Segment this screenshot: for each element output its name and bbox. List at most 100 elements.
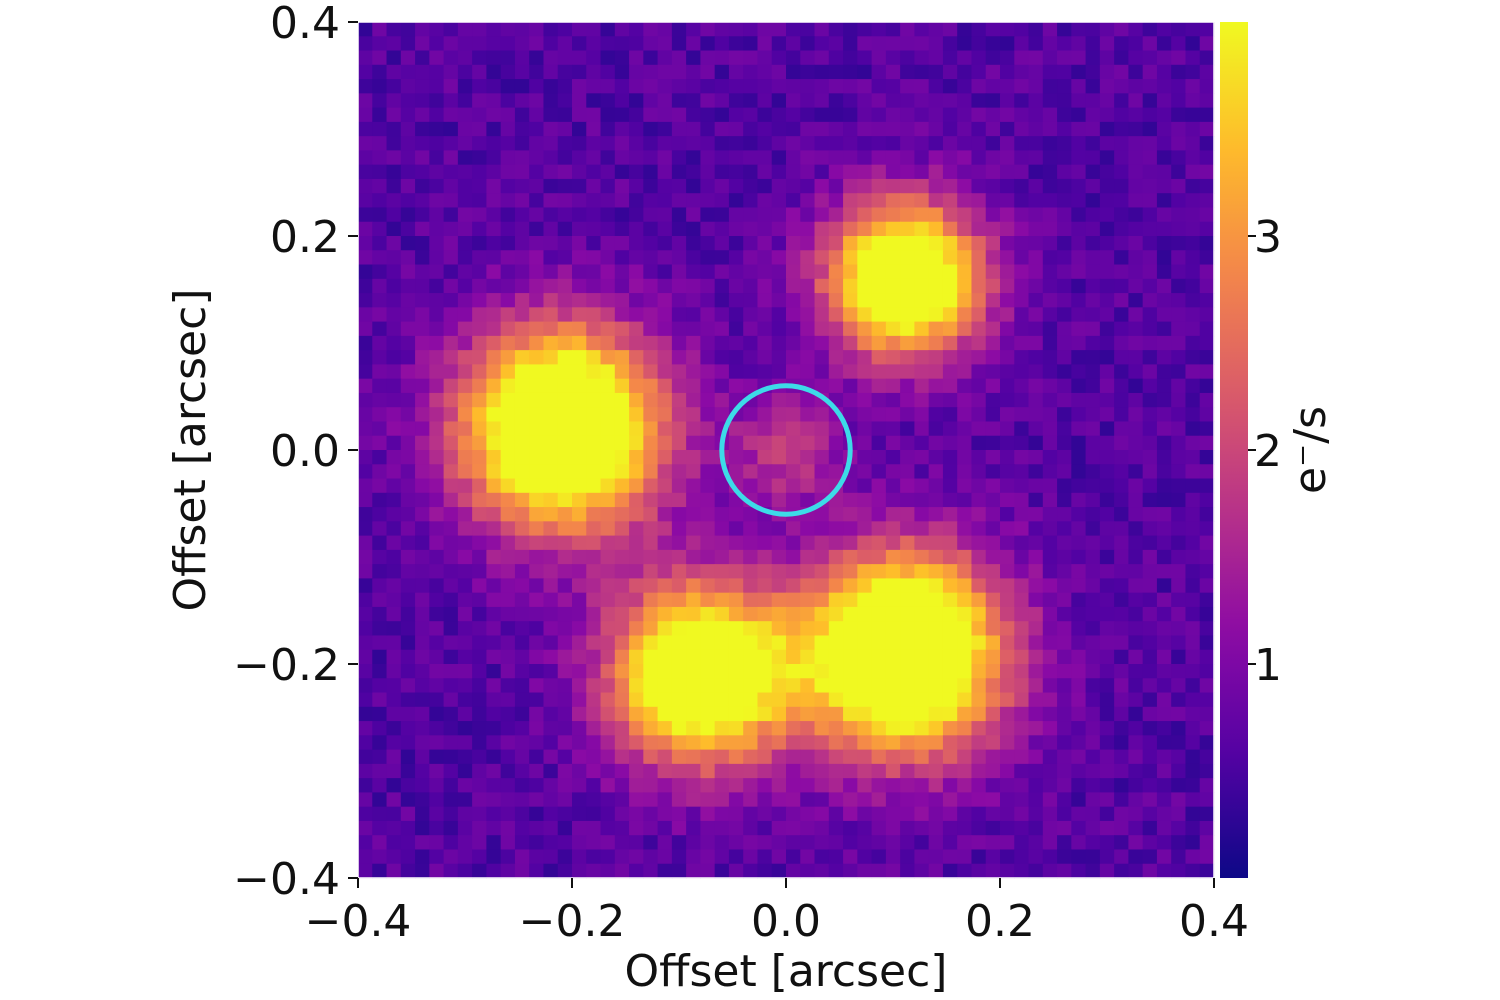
- heatmap-cell: [1142, 721, 1158, 736]
- heatmap-cell: [671, 492, 687, 508]
- heatmap-cell: [472, 221, 487, 237]
- heatmap-cell: [928, 792, 944, 808]
- heatmap-cell: [714, 564, 730, 579]
- heatmap-cell: [1128, 578, 1144, 594]
- heatmap-cell: [985, 364, 1001, 380]
- heatmap-cell: [786, 64, 801, 80]
- heatmap-cell: [857, 820, 873, 836]
- heatmap-cell: [828, 364, 844, 380]
- heatmap-cell: [1028, 721, 1044, 736]
- heatmap-cell: [1185, 64, 1201, 80]
- heatmap-cell: [1099, 22, 1115, 37]
- heatmap-cell: [443, 678, 459, 694]
- heatmap-cell: [857, 678, 873, 694]
- heatmap-cell: [415, 549, 430, 565]
- heatmap-cell: [557, 207, 573, 223]
- heatmap-cell: [857, 521, 873, 537]
- heatmap-cell: [1014, 692, 1030, 708]
- heatmap-cell: [443, 435, 459, 451]
- heatmap-cell: [514, 435, 530, 451]
- heatmap-cell: [828, 93, 844, 109]
- heatmap-cell: [386, 435, 402, 451]
- heatmap-cell: [771, 592, 787, 608]
- heatmap-cell: [457, 778, 473, 793]
- heatmap-cell: [942, 350, 958, 365]
- heatmap-cell: [372, 606, 388, 622]
- heatmap-cell: [1185, 236, 1201, 251]
- heatmap-cell: [1000, 549, 1015, 565]
- heatmap-cell: [900, 79, 915, 94]
- heatmap-cell: [743, 107, 759, 123]
- heatmap-cell: [700, 435, 716, 451]
- heatmap-cell: [857, 121, 873, 137]
- heatmap-cell: [486, 350, 502, 365]
- heatmap-cell: [600, 178, 616, 194]
- heatmap-cell: [415, 664, 430, 679]
- heatmap-cell: [885, 50, 901, 66]
- heatmap-cell: [500, 564, 516, 579]
- heatmap-cell: [614, 79, 630, 94]
- heatmap-cell: [543, 478, 559, 494]
- heatmap-cell: [643, 107, 659, 123]
- heatmap-cell: [643, 36, 659, 52]
- heatmap-cell: [529, 763, 545, 779]
- heatmap-cell: [1171, 721, 1187, 736]
- heatmap-cell: [372, 421, 388, 437]
- heatmap-cell: [1128, 621, 1144, 637]
- heatmap-cell: [971, 578, 987, 594]
- heatmap-cell: [486, 635, 502, 651]
- heatmap-cell: [586, 321, 602, 337]
- heatmap-cell: [1142, 792, 1158, 808]
- heatmap-cell: [928, 678, 944, 694]
- heatmap-cell: [843, 321, 858, 337]
- heatmap-cell: [400, 150, 416, 166]
- heatmap-cell: [643, 278, 659, 294]
- heatmap-cell: [1156, 863, 1172, 879]
- heatmap-cell: [714, 307, 730, 323]
- heatmap-cell: [657, 835, 673, 851]
- heatmap-cell: [643, 721, 659, 736]
- heatmap-cell: [828, 678, 844, 694]
- heatmap-cell: [600, 492, 616, 508]
- heatmap-cell: [771, 678, 787, 694]
- heatmap-cell: [1000, 706, 1015, 722]
- heatmap-cell: [1128, 835, 1144, 851]
- heatmap-cell: [1014, 863, 1030, 879]
- heatmap-cell: [500, 592, 516, 608]
- heatmap-cell: [743, 407, 759, 423]
- heatmap-cell: [928, 136, 944, 151]
- heatmap-cell: [957, 578, 973, 594]
- heatmap-cell: [885, 278, 901, 294]
- heatmap-cell: [900, 606, 915, 622]
- heatmap-cell: [1142, 749, 1158, 765]
- heatmap-cell: [857, 22, 873, 37]
- heatmap-cell: [1199, 820, 1215, 836]
- heatmap-cell: [1199, 207, 1215, 223]
- heatmap-cell: [942, 193, 958, 209]
- heatmap-cell: [657, 364, 673, 380]
- heatmap-cell: [728, 236, 744, 251]
- heatmap-cell: [529, 264, 545, 280]
- heatmap-cell: [514, 421, 530, 437]
- heatmap-cell: [871, 435, 887, 451]
- heatmap-cell: [900, 407, 915, 423]
- heatmap-cell: [871, 136, 887, 151]
- heatmap-cell: [1185, 264, 1201, 280]
- heatmap-cell: [1085, 193, 1101, 209]
- heatmap-cell: [1171, 335, 1187, 351]
- heatmap-cell: [885, 635, 901, 651]
- heatmap-cell: [529, 549, 545, 565]
- heatmap-cell: [714, 507, 730, 522]
- heatmap-cell: [800, 664, 816, 679]
- heatmap-cell: [1071, 564, 1087, 579]
- heatmap-cell: [1014, 649, 1030, 665]
- heatmap-cell: [928, 407, 944, 423]
- heatmap-cell: [415, 778, 430, 793]
- heatmap-cell: [743, 649, 759, 665]
- heatmap-cell: [1156, 835, 1172, 851]
- heatmap-cell: [985, 421, 1001, 437]
- heatmap-cell: [572, 678, 587, 694]
- heatmap-cell: [1185, 635, 1201, 651]
- heatmap-cell: [643, 635, 659, 651]
- heatmap-cell: [472, 150, 487, 166]
